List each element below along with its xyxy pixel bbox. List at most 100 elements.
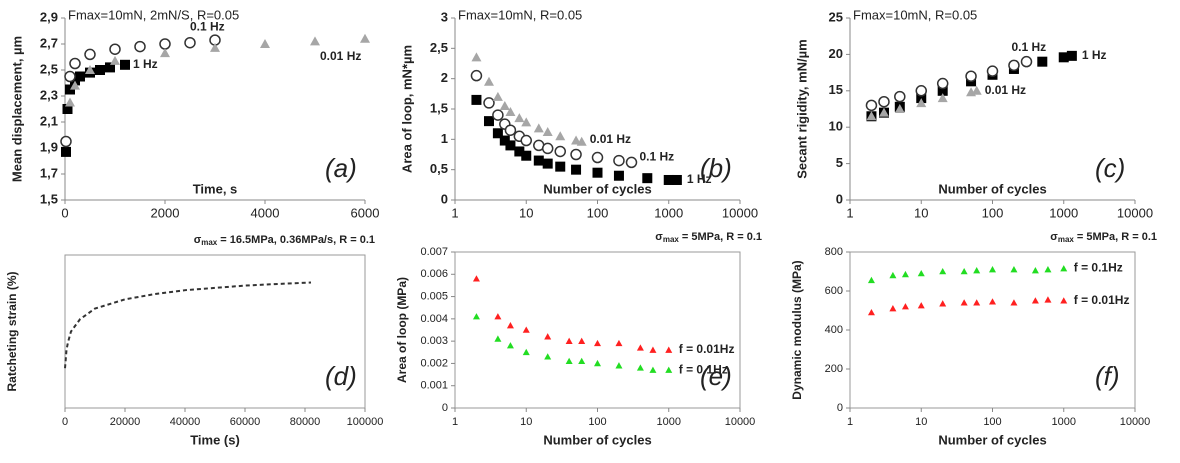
series-label: 0.1 Hz <box>1011 40 1046 54</box>
marker <box>671 174 682 185</box>
x-tick-label: 10 <box>519 205 533 220</box>
marker <box>75 71 85 82</box>
marker <box>636 344 644 351</box>
y-tick-label: 2,1 <box>40 113 58 128</box>
marker <box>971 85 982 95</box>
x-axis-label: Time (s) <box>190 432 240 447</box>
marker <box>649 346 657 353</box>
x-tick-label: 10 <box>520 416 532 428</box>
y-tick-label: 5 <box>836 155 843 170</box>
x-axis-label: Number of cycles <box>938 181 1046 196</box>
x-tick-label: 100 <box>983 416 1001 428</box>
marker <box>613 170 624 181</box>
marker <box>615 362 623 369</box>
marker <box>915 85 927 97</box>
marker <box>514 113 525 123</box>
marker <box>1044 296 1052 303</box>
marker <box>901 270 909 278</box>
y-tick-label: 3 <box>441 9 448 24</box>
y-tick-label: 0 <box>837 402 843 414</box>
y-tick-label: 1 <box>441 131 448 146</box>
panel-annotation: (e) <box>700 361 732 391</box>
chart-title: σmax = 16.5MPa, 0.36MPa/s, R = 0.1 <box>194 234 375 247</box>
marker <box>483 116 494 127</box>
marker <box>916 93 927 104</box>
x-axis-label: Number of cycles <box>938 432 1046 447</box>
title-part: max <box>663 235 680 244</box>
marker <box>1020 55 1033 68</box>
y-axis-label: Mean displacement, µm <box>9 36 24 182</box>
series-label: 0.01 Hz <box>320 49 361 63</box>
marker <box>521 117 532 127</box>
panel-annotation: (c) <box>1095 153 1125 183</box>
panel-annotation: (d) <box>325 361 357 391</box>
marker <box>61 146 71 157</box>
title-part: = 16.5MPa, 0.36MPa/s, R = 0.1 <box>217 234 375 246</box>
marker <box>65 84 75 95</box>
marker <box>1031 297 1039 304</box>
data-line <box>64 281 312 369</box>
y-tick-label: 200 <box>825 363 843 375</box>
x-axis-label: Number of cycles <box>543 432 651 447</box>
marker <box>1031 267 1039 274</box>
y-tick-label: 0.004 <box>420 313 448 325</box>
y-tick-label: 0.007 <box>420 246 448 258</box>
marker <box>506 342 514 349</box>
y-tick-label: 400 <box>825 324 843 336</box>
y-tick-label: 1,7 <box>40 165 58 180</box>
y-tick-label: 2,9 <box>40 9 58 24</box>
marker <box>521 150 532 161</box>
x-tick-label: 10000 <box>725 416 756 428</box>
marker <box>1060 297 1068 304</box>
marker <box>878 95 890 108</box>
marker <box>95 65 105 75</box>
y-tick-label: 0.001 <box>420 380 448 392</box>
title-part: σ <box>1050 231 1058 243</box>
x-tick-label: 2000 <box>151 205 180 220</box>
marker <box>542 158 553 169</box>
marker <box>120 59 130 70</box>
x-tick-label: 1000 <box>654 205 683 220</box>
marker <box>360 33 370 43</box>
marker <box>989 298 996 305</box>
marker <box>894 90 906 103</box>
y-axis-label: Area of loop, mN*µm <box>399 45 414 173</box>
marker <box>555 161 566 172</box>
y-tick-label: 2,3 <box>40 87 58 102</box>
title-part: max <box>201 238 218 247</box>
marker <box>533 155 544 166</box>
series-label: 1 Hz <box>1082 48 1107 62</box>
x-tick-label: 10000 <box>1120 416 1151 428</box>
marker <box>1044 266 1052 273</box>
marker <box>649 366 657 373</box>
marker <box>520 134 532 147</box>
plot-frame <box>64 254 366 409</box>
marker <box>1058 52 1069 63</box>
x-tick-label: 10 <box>914 205 928 220</box>
x-tick-label: 10000 <box>1117 205 1153 220</box>
marker <box>917 269 925 277</box>
x-tick-label: 1 <box>847 416 853 428</box>
marker <box>578 337 586 344</box>
y-tick-label: 800 <box>825 246 843 258</box>
chart-title: σmax = 5MPa, R = 0.1 <box>655 231 762 244</box>
marker <box>665 346 673 353</box>
y-axis-label: Dynamic modulus (MPa) <box>790 260 804 399</box>
marker <box>591 151 604 164</box>
y-tick-label: 600 <box>825 285 843 297</box>
marker <box>109 43 121 55</box>
marker <box>937 85 948 96</box>
marker <box>505 140 516 151</box>
marker <box>916 98 927 108</box>
marker <box>69 57 81 70</box>
marker <box>499 100 510 110</box>
chart-title: Fmax=10mN, R=0.05 <box>458 7 582 22</box>
marker <box>867 308 875 316</box>
title-part: = 5MPa, R = 0.1 <box>1074 231 1157 243</box>
marker <box>84 48 96 61</box>
marker <box>494 313 502 320</box>
series-label: 1 Hz <box>133 57 158 71</box>
marker <box>939 300 947 307</box>
marker <box>594 359 601 367</box>
